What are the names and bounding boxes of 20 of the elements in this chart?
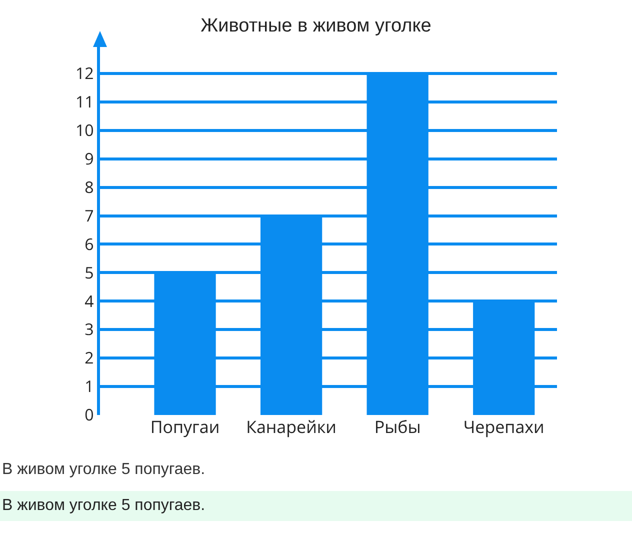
y-tick-label: 5 (84, 261, 94, 284)
y-tick-label: 0 (84, 404, 94, 426)
y-tick-label: 3 (84, 318, 94, 340)
y-tick-label: 4 (84, 290, 94, 312)
y-tick-label: 11 (76, 90, 94, 113)
y-tick-label: 8 (84, 176, 94, 198)
chart-title: Животные в живом уголке (200, 16, 432, 36)
y-tick-label: 7 (84, 204, 94, 226)
text: В живом уголке 5 попугаев. (0, 491, 632, 521)
y-tick-label: 10 (76, 118, 94, 141)
y-tick-label: 1 (84, 375, 94, 398)
y-tick-label: 2 (84, 346, 94, 369)
y-tick-label: 9 (84, 147, 94, 170)
y-tick-label: 6 (84, 232, 94, 255)
y-tick-label: 12 (76, 62, 94, 84)
x-tick-label: Канарейки (246, 415, 336, 438)
text: В живом уголке 5 попугаев. (1, 460, 206, 480)
x-tick-label: Рыбы (374, 415, 421, 438)
x-tick-label: Черепахи (463, 415, 544, 438)
x-tick-label: Попугаи (150, 415, 220, 438)
